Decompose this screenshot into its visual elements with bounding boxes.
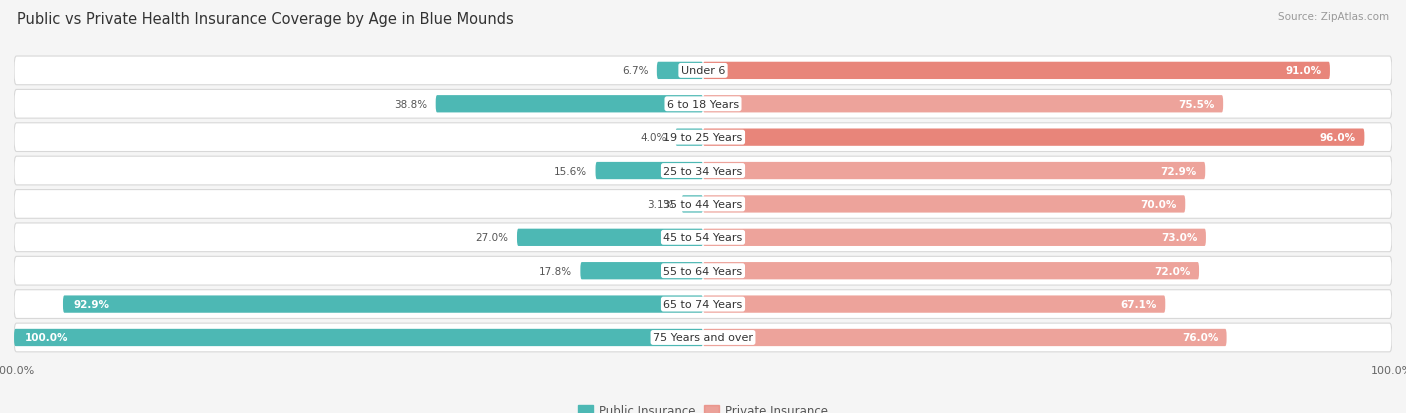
Text: 19 to 25 Years: 19 to 25 Years (664, 133, 742, 143)
FancyBboxPatch shape (14, 157, 1392, 185)
FancyBboxPatch shape (657, 63, 703, 80)
FancyBboxPatch shape (703, 196, 1185, 213)
FancyBboxPatch shape (703, 296, 1166, 313)
Text: 4.0%: 4.0% (641, 133, 668, 143)
FancyBboxPatch shape (703, 63, 1330, 80)
Text: 73.0%: 73.0% (1161, 233, 1198, 243)
Text: Public vs Private Health Insurance Coverage by Age in Blue Mounds: Public vs Private Health Insurance Cover… (17, 12, 513, 27)
Text: 3.1%: 3.1% (647, 199, 673, 209)
Text: 25 to 34 Years: 25 to 34 Years (664, 166, 742, 176)
FancyBboxPatch shape (14, 90, 1392, 119)
Text: Under 6: Under 6 (681, 66, 725, 76)
FancyBboxPatch shape (703, 96, 1223, 113)
Text: 27.0%: 27.0% (475, 233, 509, 243)
FancyBboxPatch shape (703, 262, 1199, 280)
FancyBboxPatch shape (436, 96, 703, 113)
Text: 100.0%: 100.0% (24, 333, 67, 343)
Text: 72.9%: 72.9% (1161, 166, 1197, 176)
FancyBboxPatch shape (14, 223, 1392, 252)
Text: 92.9%: 92.9% (73, 299, 110, 309)
Text: 65 to 74 Years: 65 to 74 Years (664, 299, 742, 309)
Text: 96.0%: 96.0% (1320, 133, 1357, 143)
FancyBboxPatch shape (14, 290, 1392, 319)
Legend: Public Insurance, Private Insurance: Public Insurance, Private Insurance (574, 399, 832, 413)
FancyBboxPatch shape (63, 296, 703, 313)
Text: Source: ZipAtlas.com: Source: ZipAtlas.com (1278, 12, 1389, 22)
FancyBboxPatch shape (703, 329, 1226, 346)
FancyBboxPatch shape (703, 129, 1364, 147)
FancyBboxPatch shape (14, 329, 703, 346)
FancyBboxPatch shape (682, 196, 703, 213)
FancyBboxPatch shape (703, 162, 1205, 180)
Text: 6 to 18 Years: 6 to 18 Years (666, 100, 740, 109)
Text: 72.0%: 72.0% (1154, 266, 1191, 276)
Text: 70.0%: 70.0% (1140, 199, 1177, 209)
Text: 55 to 64 Years: 55 to 64 Years (664, 266, 742, 276)
FancyBboxPatch shape (14, 190, 1392, 219)
FancyBboxPatch shape (703, 229, 1206, 247)
Text: 35 to 44 Years: 35 to 44 Years (664, 199, 742, 209)
FancyBboxPatch shape (14, 57, 1392, 85)
FancyBboxPatch shape (14, 257, 1392, 285)
Text: 75.5%: 75.5% (1178, 100, 1215, 109)
Text: 91.0%: 91.0% (1285, 66, 1322, 76)
Text: 17.8%: 17.8% (538, 266, 572, 276)
Text: 6.7%: 6.7% (621, 66, 648, 76)
FancyBboxPatch shape (581, 262, 703, 280)
FancyBboxPatch shape (14, 123, 1392, 152)
Text: 67.1%: 67.1% (1121, 299, 1157, 309)
Text: 15.6%: 15.6% (554, 166, 588, 176)
FancyBboxPatch shape (517, 229, 703, 247)
Text: 38.8%: 38.8% (394, 100, 427, 109)
Text: 76.0%: 76.0% (1182, 333, 1219, 343)
FancyBboxPatch shape (596, 162, 703, 180)
Text: 45 to 54 Years: 45 to 54 Years (664, 233, 742, 243)
FancyBboxPatch shape (675, 129, 703, 147)
FancyBboxPatch shape (14, 323, 1392, 352)
Text: 75 Years and over: 75 Years and over (652, 333, 754, 343)
